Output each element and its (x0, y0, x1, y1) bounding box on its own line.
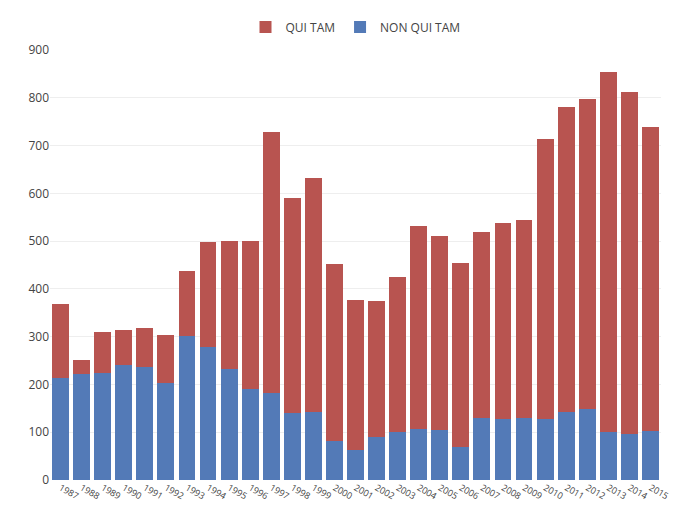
svg-text:800: 800 (28, 89, 49, 106)
svg-text:200: 200 (28, 376, 49, 393)
svg-text:NON QUI TAM: NON QUI TAM (380, 19, 460, 36)
svg-text:2008: 2008 (499, 481, 523, 503)
svg-text:2006: 2006 (457, 481, 481, 503)
svg-text:2001: 2001 (352, 481, 376, 503)
svg-text:QUI TAM: QUI TAM (286, 19, 336, 36)
svg-text:1987: 1987 (57, 481, 81, 503)
svg-text:1991: 1991 (141, 481, 165, 503)
svg-text:2000: 2000 (331, 481, 355, 503)
svg-text:2010: 2010 (541, 481, 565, 503)
svg-text:1990: 1990 (120, 481, 144, 503)
svg-text:300: 300 (28, 328, 49, 345)
svg-text:100: 100 (28, 423, 49, 440)
svg-text:2002: 2002 (373, 481, 397, 503)
svg-text:2012: 2012 (584, 481, 608, 503)
svg-text:600: 600 (28, 185, 49, 202)
svg-text:1999: 1999 (310, 481, 334, 503)
svg-text:1988: 1988 (78, 481, 102, 503)
svg-text:500: 500 (28, 232, 49, 249)
svg-text:2007: 2007 (478, 481, 502, 503)
svg-text:700: 700 (28, 137, 49, 154)
svg-text:2004: 2004 (415, 481, 439, 503)
svg-text:1995: 1995 (225, 481, 249, 503)
svg-text:2003: 2003 (394, 481, 418, 503)
svg-text:900: 900 (28, 41, 49, 58)
svg-text:1997: 1997 (267, 481, 291, 503)
svg-text:1993: 1993 (183, 481, 207, 503)
svg-text:2014: 2014 (626, 481, 650, 503)
svg-text:0: 0 (42, 471, 49, 488)
svg-text:2009: 2009 (520, 481, 544, 503)
svg-text:2005: 2005 (436, 481, 460, 503)
svg-text:1989: 1989 (99, 481, 123, 503)
svg-text:2011: 2011 (562, 481, 586, 503)
svg-text:1996: 1996 (246, 481, 270, 503)
svg-text:2015: 2015 (647, 481, 671, 503)
svg-text:400: 400 (28, 280, 49, 297)
svg-text:2013: 2013 (605, 481, 629, 503)
svg-text:1998: 1998 (289, 481, 313, 503)
svg-text:1992: 1992 (162, 481, 186, 503)
svg-text:1994: 1994 (204, 481, 228, 503)
